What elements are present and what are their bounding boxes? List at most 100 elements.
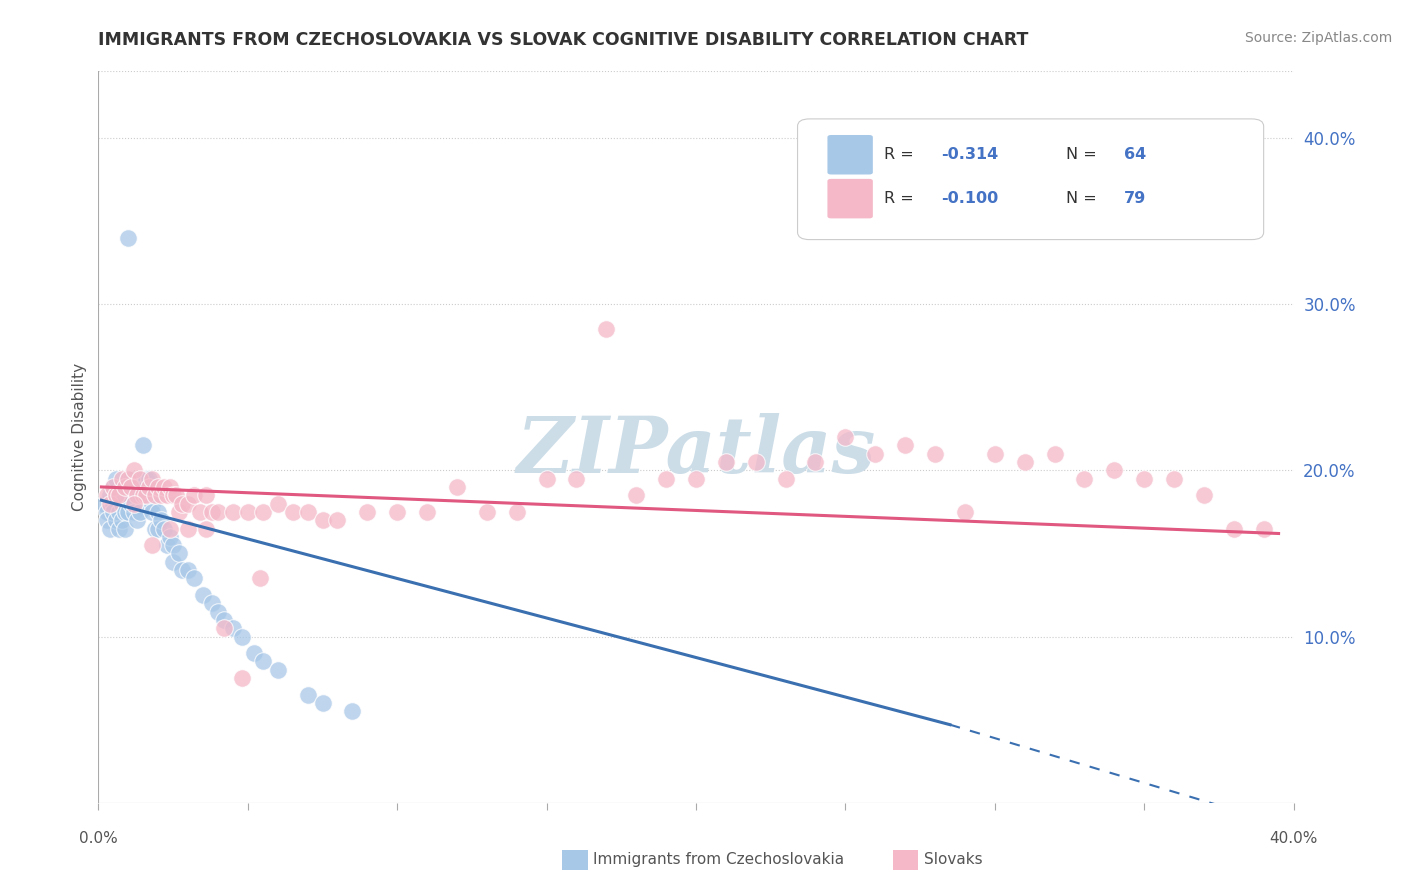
Point	[172, 497, 194, 511]
Point	[326, 513, 349, 527]
Point	[167, 505, 190, 519]
Point	[117, 488, 139, 502]
Point	[124, 480, 146, 494]
Point	[207, 605, 229, 619]
Point	[129, 472, 152, 486]
Point	[191, 588, 214, 602]
Text: R =: R =	[883, 191, 914, 206]
Point	[103, 480, 125, 494]
Point	[124, 463, 146, 477]
Point	[124, 497, 146, 511]
Point	[148, 521, 170, 535]
Point	[201, 596, 224, 610]
Point	[297, 688, 319, 702]
Point	[162, 538, 184, 552]
Point	[595, 322, 617, 336]
Point	[111, 497, 134, 511]
FancyBboxPatch shape	[827, 135, 873, 175]
Point	[129, 488, 152, 502]
Point	[111, 472, 134, 486]
Point	[150, 488, 173, 502]
Text: -0.314: -0.314	[941, 147, 998, 162]
Point	[626, 488, 648, 502]
Point	[536, 472, 558, 486]
Point	[108, 488, 131, 502]
Point	[231, 671, 253, 685]
Point	[281, 505, 304, 519]
Text: 40.0%: 40.0%	[1270, 831, 1317, 846]
Point	[177, 497, 200, 511]
Point	[105, 513, 128, 527]
Point	[385, 505, 409, 519]
Point	[172, 563, 194, 577]
Point	[124, 505, 146, 519]
Point	[222, 505, 245, 519]
Point	[120, 472, 142, 486]
Text: 79: 79	[1123, 191, 1146, 206]
Point	[167, 546, 190, 560]
Point	[804, 455, 827, 469]
FancyBboxPatch shape	[797, 119, 1264, 240]
Point	[1133, 472, 1156, 486]
Point	[105, 472, 128, 486]
Point	[183, 571, 205, 585]
Point	[1043, 447, 1066, 461]
Point	[231, 630, 253, 644]
Point	[953, 505, 976, 519]
Point	[207, 505, 229, 519]
Point	[98, 521, 122, 535]
Point	[1014, 455, 1036, 469]
Point	[212, 613, 235, 627]
Point	[103, 480, 125, 494]
Text: R =: R =	[883, 147, 914, 162]
Point	[108, 505, 131, 519]
Point	[267, 497, 290, 511]
Point	[98, 488, 122, 502]
Point	[249, 571, 271, 585]
Y-axis label: Cognitive Disability: Cognitive Disability	[72, 363, 87, 511]
Point	[117, 505, 139, 519]
Point	[141, 472, 163, 486]
Point	[685, 472, 707, 486]
Point	[222, 621, 245, 635]
Point	[111, 513, 134, 527]
Point	[132, 472, 155, 486]
Point	[356, 505, 378, 519]
Point	[252, 655, 274, 669]
Point	[342, 705, 364, 719]
Point	[135, 488, 157, 502]
Text: N =: N =	[1067, 191, 1097, 206]
Text: Slovaks: Slovaks	[924, 853, 983, 867]
Point	[127, 488, 149, 502]
Point	[1163, 472, 1185, 486]
Text: ZIPatlas: ZIPatlas	[516, 414, 876, 490]
Point	[103, 497, 125, 511]
Point	[195, 488, 218, 502]
Point	[93, 497, 115, 511]
Point	[506, 505, 529, 519]
Point	[195, 521, 218, 535]
Point	[236, 505, 259, 519]
Point	[117, 472, 139, 486]
Point	[183, 488, 205, 502]
Point	[1253, 521, 1275, 535]
Point	[108, 521, 131, 535]
Point	[212, 621, 235, 635]
Point	[105, 488, 128, 502]
Point	[141, 505, 163, 519]
Point	[117, 472, 139, 486]
Point	[153, 521, 176, 535]
Point	[150, 513, 173, 527]
Point	[127, 488, 149, 502]
Point	[714, 455, 737, 469]
Point	[311, 513, 333, 527]
Point	[159, 521, 181, 535]
Point	[159, 530, 181, 544]
Text: IMMIGRANTS FROM CZECHOSLOVAKIA VS SLOVAK COGNITIVE DISABILITY CORRELATION CHART: IMMIGRANTS FROM CZECHOSLOVAKIA VS SLOVAK…	[98, 31, 1029, 49]
Point	[114, 488, 136, 502]
Point	[267, 663, 290, 677]
Point	[143, 488, 166, 502]
Point	[177, 563, 200, 577]
Point	[143, 521, 166, 535]
Point	[127, 513, 149, 527]
